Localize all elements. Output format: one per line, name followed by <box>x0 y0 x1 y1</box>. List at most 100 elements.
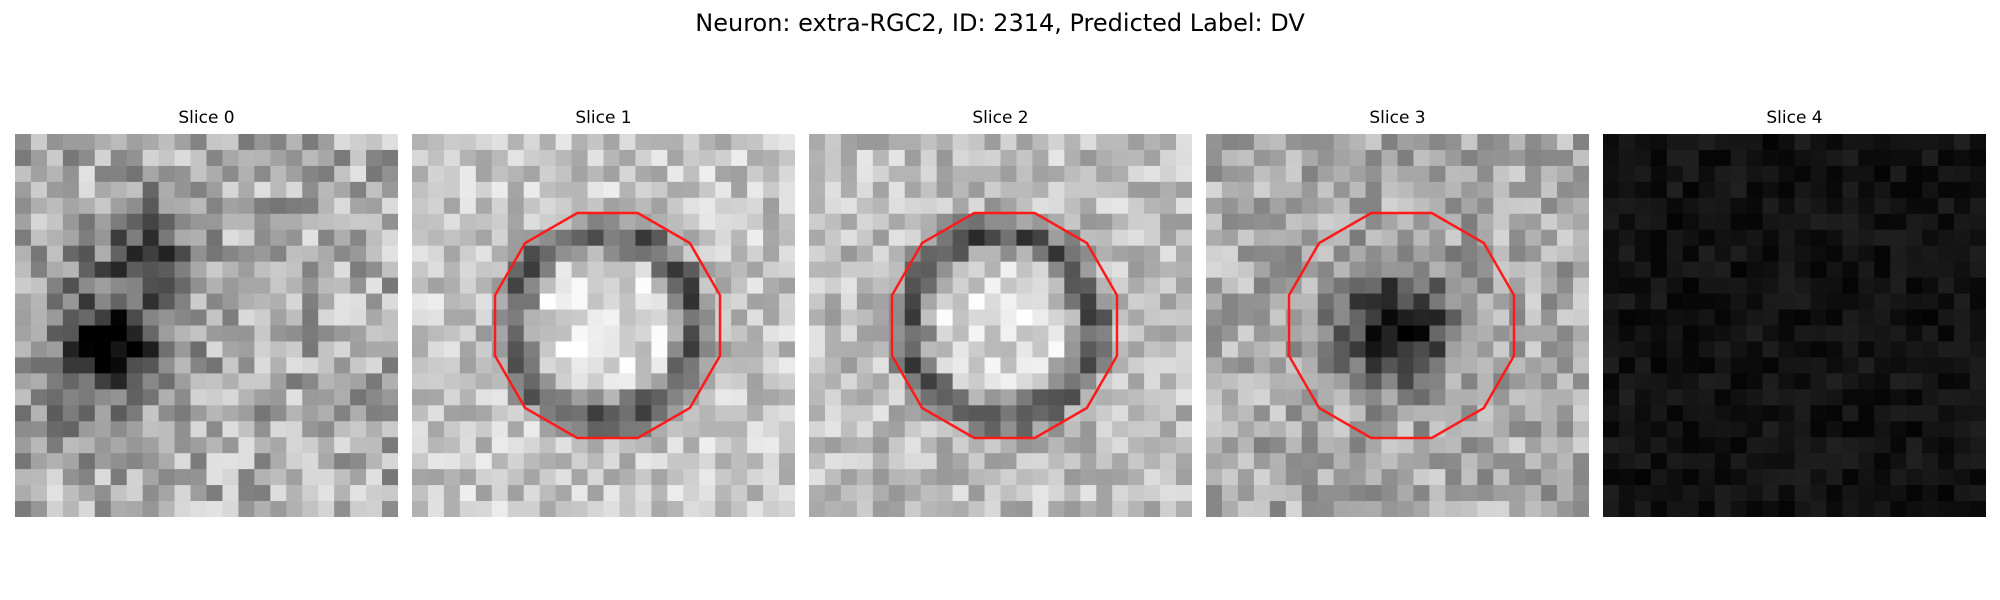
pixel <box>1794 293 1812 311</box>
pixel <box>1874 453 1891 470</box>
pixel <box>856 197 874 215</box>
pixel <box>824 134 842 151</box>
pixel <box>1573 485 1589 502</box>
pixel <box>1858 501 1875 517</box>
pixel <box>1016 181 1034 199</box>
pixel <box>1541 485 1558 502</box>
pixel <box>382 309 398 327</box>
pixel <box>1144 134 1161 151</box>
pixel <box>270 357 287 374</box>
pixel <box>1253 277 1271 295</box>
pixel <box>1509 277 1526 295</box>
pixel <box>382 181 398 199</box>
pixel <box>350 501 367 517</box>
pixel <box>1858 277 1875 295</box>
pixel <box>952 197 970 215</box>
pixel <box>270 165 287 183</box>
pixel <box>984 373 1002 390</box>
pixel <box>1016 245 1034 263</box>
pixel <box>968 165 986 183</box>
pixel <box>1206 134 1223 151</box>
slice-image <box>1206 134 1589 517</box>
pixel <box>683 469 700 486</box>
pixel <box>1461 245 1478 263</box>
pixel <box>1730 309 1748 327</box>
pixel <box>1000 134 1018 151</box>
pixel <box>1301 485 1319 502</box>
pixel <box>1096 293 1113 311</box>
pixel <box>350 373 367 390</box>
pixel <box>539 261 557 279</box>
pixel <box>142 245 160 263</box>
pixel <box>302 421 319 438</box>
pixel <box>1176 277 1192 295</box>
pixel <box>443 261 461 279</box>
pixel <box>667 373 684 390</box>
pixel <box>1938 437 1955 454</box>
pixel <box>571 181 589 199</box>
pixel <box>603 245 621 263</box>
pixel <box>1160 149 1177 167</box>
pixel <box>427 309 445 327</box>
pixel <box>334 341 351 359</box>
pixel <box>683 134 700 151</box>
pixel <box>1922 261 1939 279</box>
pixel <box>382 405 398 422</box>
pixel <box>1573 469 1589 486</box>
pixel <box>1922 277 1939 295</box>
pixel <box>158 469 176 486</box>
pixel <box>1858 389 1875 406</box>
pixel <box>62 293 80 311</box>
pixel <box>459 293 477 311</box>
pixel <box>1128 277 1145 295</box>
pixel <box>1634 261 1652 279</box>
pixel <box>1128 405 1145 422</box>
pixel <box>334 469 351 486</box>
pixel <box>651 277 668 295</box>
pixel <box>62 245 80 263</box>
pixel <box>412 181 429 199</box>
pixel <box>539 469 557 486</box>
pixel <box>190 341 208 359</box>
pixel <box>1206 325 1223 343</box>
pixel <box>491 389 509 406</box>
pixel <box>1525 213 1542 231</box>
pixel <box>1698 261 1716 279</box>
pixel <box>1413 197 1431 215</box>
pixel <box>1269 325 1287 343</box>
pixel <box>459 485 477 502</box>
pixel <box>1301 469 1319 486</box>
pixel <box>1000 389 1018 406</box>
pixel <box>904 453 922 470</box>
pixel <box>222 501 240 517</box>
pixel <box>1890 309 1907 327</box>
pixel <box>491 197 509 215</box>
pixel <box>286 437 303 454</box>
pixel <box>1397 421 1415 438</box>
pixel <box>142 485 160 502</box>
pixel <box>1253 421 1271 438</box>
pixel <box>1413 277 1431 295</box>
pixel <box>1714 469 1732 486</box>
pixel <box>126 245 144 263</box>
pixel <box>1794 149 1812 167</box>
pixel <box>587 197 605 215</box>
pixel <box>366 181 383 199</box>
pixel <box>840 261 858 279</box>
pixel <box>1365 357 1383 374</box>
pixel <box>1618 261 1636 279</box>
pixel <box>1349 261 1367 279</box>
pixel <box>270 405 287 422</box>
pixel <box>1762 469 1780 486</box>
pixel <box>1381 341 1399 359</box>
pixel <box>555 373 573 390</box>
pixel <box>334 277 351 295</box>
pixel <box>984 485 1002 502</box>
pixel <box>603 373 621 390</box>
pixel <box>1682 213 1700 231</box>
pixel <box>1253 389 1271 406</box>
pixel <box>62 261 80 279</box>
pixel <box>190 485 208 502</box>
pixel <box>1970 293 1986 311</box>
pixel <box>1112 437 1129 454</box>
